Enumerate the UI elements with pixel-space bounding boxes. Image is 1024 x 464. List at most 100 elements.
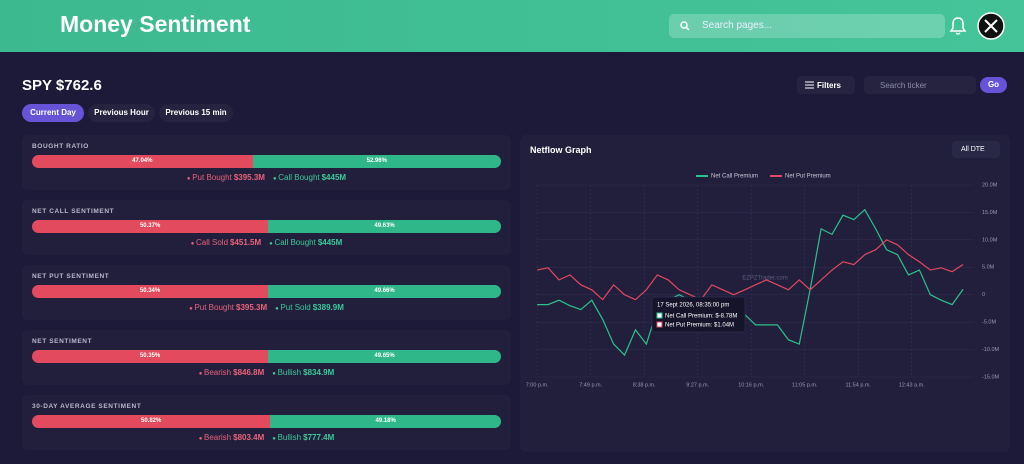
x-tick-label: 10:16 p.m. <box>738 382 764 388</box>
legend-dot: ● <box>269 241 275 247</box>
y-tick-label: 10.0M <box>982 237 998 243</box>
card-title: NET SENTIMENT <box>32 338 93 345</box>
bar-right: 49.66% <box>268 285 501 298</box>
legend-item: ● Bearish $846.8M <box>199 368 265 377</box>
legend-label: Call Bought <box>274 238 316 247</box>
x-tick-label: 7:00 p.m. <box>526 382 549 388</box>
legend-item: ● Put Sold $389.9M <box>275 303 344 312</box>
legend-label: Bullish <box>277 368 302 377</box>
legend-value: $777.4M <box>303 433 335 442</box>
legend-value: $445M <box>321 173 347 182</box>
chart-title: Netflow Graph <box>530 145 592 155</box>
y-tick-label: 15.0M <box>982 210 998 216</box>
legend-item: ● Bearish $803.4M <box>199 433 265 442</box>
y-tick-label: -15.0M <box>982 374 1000 380</box>
dte-dropdown[interactable]: All DTE <box>952 141 1000 158</box>
legend-dot: ● <box>272 371 278 377</box>
legend-value: $846.8M <box>233 368 265 377</box>
tab[interactable]: Current Day <box>22 104 84 122</box>
legend-dot: ● <box>190 241 196 247</box>
card-title: NET CALL SENTIMENT <box>32 208 115 215</box>
search-placeholder: Search pages... <box>702 20 773 31</box>
legend-item: ● Call Sold $451.5M <box>191 238 261 247</box>
filters-label: Filters <box>817 81 842 90</box>
y-tick-label: 20.0M <box>982 182 998 188</box>
legend-value: $834.9M <box>303 368 335 377</box>
go-button[interactable]: Go <box>980 77 1007 93</box>
legend-value: $389.9M <box>312 303 344 312</box>
legend-dot: ● <box>198 436 204 442</box>
card-legend: ● Put Bought $395.3M ● Call Bought $445M <box>22 173 511 182</box>
legend-label: Put Bought <box>192 173 232 182</box>
legend-value: $395.3M <box>233 173 265 182</box>
bar-left: 47.04% <box>32 155 253 168</box>
legend-label: Net Call Premium <box>711 174 758 180</box>
x-tick-label: 7:49 p.m. <box>579 382 602 388</box>
watermark: EZPZTrader.com <box>742 276 787 282</box>
card-title: NET PUT SENTIMENT <box>32 273 110 280</box>
netflow-panel: Netflow Graph All DTE 20.0M 15.0M 10.0M 5.0… <box>520 135 1010 452</box>
y-tick-label: 0 <box>982 292 985 298</box>
legend-label: Call Bought <box>278 173 320 182</box>
sentiment-card: NET SENTIMENT 50.35% 49.65% ● Bearish $846.8… <box>22 330 511 385</box>
ratio-bar: 50.35% 49.65% <box>32 350 501 363</box>
tab[interactable]: Previous Hour <box>88 104 155 122</box>
legend-item: ● Put Bought $395.3M <box>187 173 265 182</box>
ratio-bar: 50.82% 49.18% <box>32 415 501 428</box>
tooltip-swatch <box>656 321 663 328</box>
bar-right: 52.96% <box>252 155 501 168</box>
app-title: Money Sentiment <box>60 11 251 37</box>
legend-item: ● Bullish $834.9M <box>272 368 334 377</box>
filters-icon <box>805 81 814 89</box>
y-tick-label: -5.0M <box>982 320 996 326</box>
series-line <box>537 239 964 301</box>
bar-right: 49.63% <box>268 220 501 233</box>
legend-label: Net Put Premium <box>785 174 831 180</box>
chart: 20.0M 15.0M 10.0M 5.0M 0 -5.0M -10.0M -15.0M 7:0… <box>526 174 1000 389</box>
x-tick-label: 11:05 p.m. <box>792 382 818 388</box>
tooltip-line: Net Call Premium: $-8.78M <box>665 314 737 320</box>
series-line <box>537 208 964 357</box>
x-tick-label: 12:43 a.m. <box>899 382 925 388</box>
legend-value: $803.4M <box>233 433 265 442</box>
sentiment-card: NET PUT SENTIMENT 50.34% 49.66% ● Put Bough… <box>22 265 511 320</box>
bar-left: 50.82% <box>32 415 271 428</box>
legend-dot: ● <box>272 176 279 182</box>
legend-value: $445M <box>317 238 343 247</box>
x-tick-label: 11:54 p.m. <box>845 382 871 388</box>
tooltip-swatch <box>656 312 663 319</box>
legend-dot: ● <box>186 176 193 182</box>
avatar[interactable] <box>977 12 1005 40</box>
legend-item: ● Call Bought $445M <box>269 238 342 247</box>
y-tick-label: -10.0M <box>982 347 1000 353</box>
header: Money Sentiment Search pages... <box>0 0 1024 52</box>
legend-value: $451.5M <box>230 238 262 247</box>
x-tick-label: 8:38 p.m. <box>633 382 656 388</box>
legend-label: Call Sold <box>196 238 229 247</box>
bar-right: 49.18% <box>270 415 501 428</box>
legend-label: Put Bought <box>194 303 235 312</box>
x-tick-label: 9:27 p.m. <box>686 382 709 388</box>
legend-item: ● Bullish $777.4M <box>272 433 334 442</box>
ticker-search-placeholder: Search ticker <box>880 81 927 90</box>
filters-button[interactable]: Filters <box>797 76 855 94</box>
legend-dot: ● <box>189 306 195 312</box>
bell-icon[interactable] <box>949 16 967 36</box>
sentiment-card: 30-DAY AVERAGE SENTIMENT 50.82% 49.18% ● Be… <box>22 395 511 450</box>
legend-dot: ● <box>272 436 278 442</box>
legend-label: Put Sold <box>280 303 311 312</box>
bar-right: 49.65% <box>268 350 501 363</box>
sentiment-card: NET CALL SENTIMENT 50.37% 49.63% ● Call Sol… <box>22 200 511 255</box>
y-tick-label: 5.0M <box>982 265 995 271</box>
bar-left: 50.35% <box>32 350 269 363</box>
ratio-bar: 50.37% 49.63% <box>32 220 501 233</box>
search-box[interactable]: Search pages... <box>669 14 945 38</box>
tab[interactable]: Previous 15 min <box>159 104 233 122</box>
card-legend: ● Bearish $803.4M ● Bullish $777.4M <box>22 433 511 442</box>
legend-label: Bearish <box>204 433 232 442</box>
bar-left: 50.34% <box>32 285 269 298</box>
ticker-search[interactable]: Search ticker <box>864 76 976 94</box>
legend-value: $395.3M <box>236 303 268 312</box>
card-legend: ● Bearish $846.8M ● Bullish $834.9M <box>22 368 511 377</box>
